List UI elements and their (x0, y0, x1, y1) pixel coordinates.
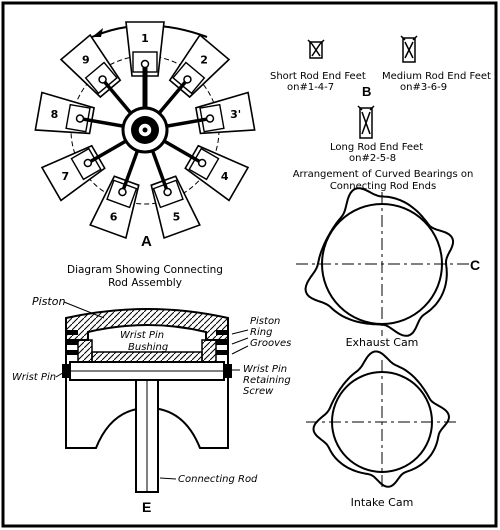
medium-rod-end-icon (400, 35, 418, 63)
cylinder-number-4: 4 (221, 170, 229, 183)
retaining-label-2: Retaining (243, 375, 291, 386)
ring-grooves-label-3: Grooves (250, 338, 291, 349)
cylinder-number-bg-2 (197, 52, 212, 66)
cylinder-number-bg-8 (47, 107, 62, 121)
cylinder-number-bg-3 (228, 107, 243, 121)
short-rod-label-1: Short Rod End Feet (270, 71, 366, 82)
long-rod-label-1: Long Rod End Feet (330, 142, 423, 153)
cylinder-2 (156, 33, 231, 116)
intake-cam-label: Intake Cam (351, 496, 414, 509)
ring-grooves-label-2: Ring (250, 327, 272, 338)
crankpin-center (142, 127, 148, 133)
figure-a-letter: A (141, 233, 152, 250)
cylinder-number-6: 6 (110, 210, 118, 223)
short-rod-label-2: on#1-4-7 (287, 82, 334, 93)
cylinder-number-2: 2 (200, 54, 208, 67)
cylinder-1 (125, 21, 165, 110)
figure-a-caption-1: Diagram Showing Connecting (67, 264, 223, 276)
cylinder-number-bg-6 (106, 209, 121, 223)
long-rod-end-icon (357, 105, 375, 139)
rotation-arrowhead-icon (92, 28, 103, 37)
cylinder-9 (59, 33, 134, 116)
figure-a-caption-2: Rod Assembly (108, 277, 182, 289)
cylinder-7 (40, 138, 129, 202)
retaining-label-3: Screw (243, 386, 274, 397)
retaining-label-1: Wrist Pin (243, 364, 287, 375)
cylinder-number-3: 3' (230, 108, 241, 121)
cylinder-number-bg-7 (58, 169, 73, 182)
figure-b-caption-2: Connecting Rod Ends (330, 181, 436, 192)
exhaust-cam-outline (304, 187, 455, 337)
cylinder-number-8: 8 (51, 108, 59, 121)
wrist-pin-label: Wrist Pin (12, 372, 56, 383)
cylinder-number-bg-9 (78, 52, 93, 66)
long-rod-label-2: on#2-5-8 (349, 153, 396, 164)
short-rod-end-icon (307, 39, 325, 59)
rod-end-feet-diagram: Short Rod End Feet on#1-4-7 Medium Rod E… (270, 35, 491, 192)
cylinder-number-bg-5 (169, 209, 184, 223)
cylinder-6 (89, 148, 140, 240)
retaining-screw-right (224, 364, 232, 378)
ring-grooves-label-1: Piston (250, 316, 280, 327)
cylinder-number-1: 1 (141, 32, 149, 45)
medium-rod-label-2: on#3-6-9 (400, 82, 447, 93)
cylinder-5 (150, 148, 201, 240)
figure-c-letter: C (470, 257, 480, 273)
cylinder-number-5: 5 (173, 210, 181, 223)
piston-section-diagram: Piston Wrist Pin Wrist Pin Bushing Pisto… (12, 295, 291, 515)
cylinder-8 (34, 91, 126, 135)
cylinder-number-bg-4 (217, 169, 232, 182)
figure-b-letter: B (362, 84, 371, 99)
exhaust-cam-label: Exhaust Cam (346, 336, 419, 349)
bushing-label-1: Wrist Pin (120, 330, 164, 341)
figure-e-letter: E (142, 499, 151, 515)
medium-rod-label-1: Medium Rod End Feet (382, 71, 491, 82)
wrist-pin-bushing (91, 351, 203, 363)
cylinder-number-9: 9 (82, 54, 90, 67)
bushing-label-2: Bushing (128, 342, 168, 353)
figure-b-caption-1: Arrangement of Curved Bearings on (293, 169, 474, 180)
cylinder-4 (161, 138, 250, 202)
connecting-rod-label: Connecting Rod (178, 474, 258, 485)
ring-grooves-left (66, 330, 78, 355)
piston-label: Piston (32, 295, 65, 308)
cylinder-3 (164, 91, 256, 135)
cylinder-number-bg-1 (138, 31, 152, 44)
ring-grooves-right (216, 330, 228, 355)
cylinder-number-7: 7 (61, 170, 69, 183)
cam-diagrams: C Exhaust Cam Intake Cam (296, 187, 480, 509)
